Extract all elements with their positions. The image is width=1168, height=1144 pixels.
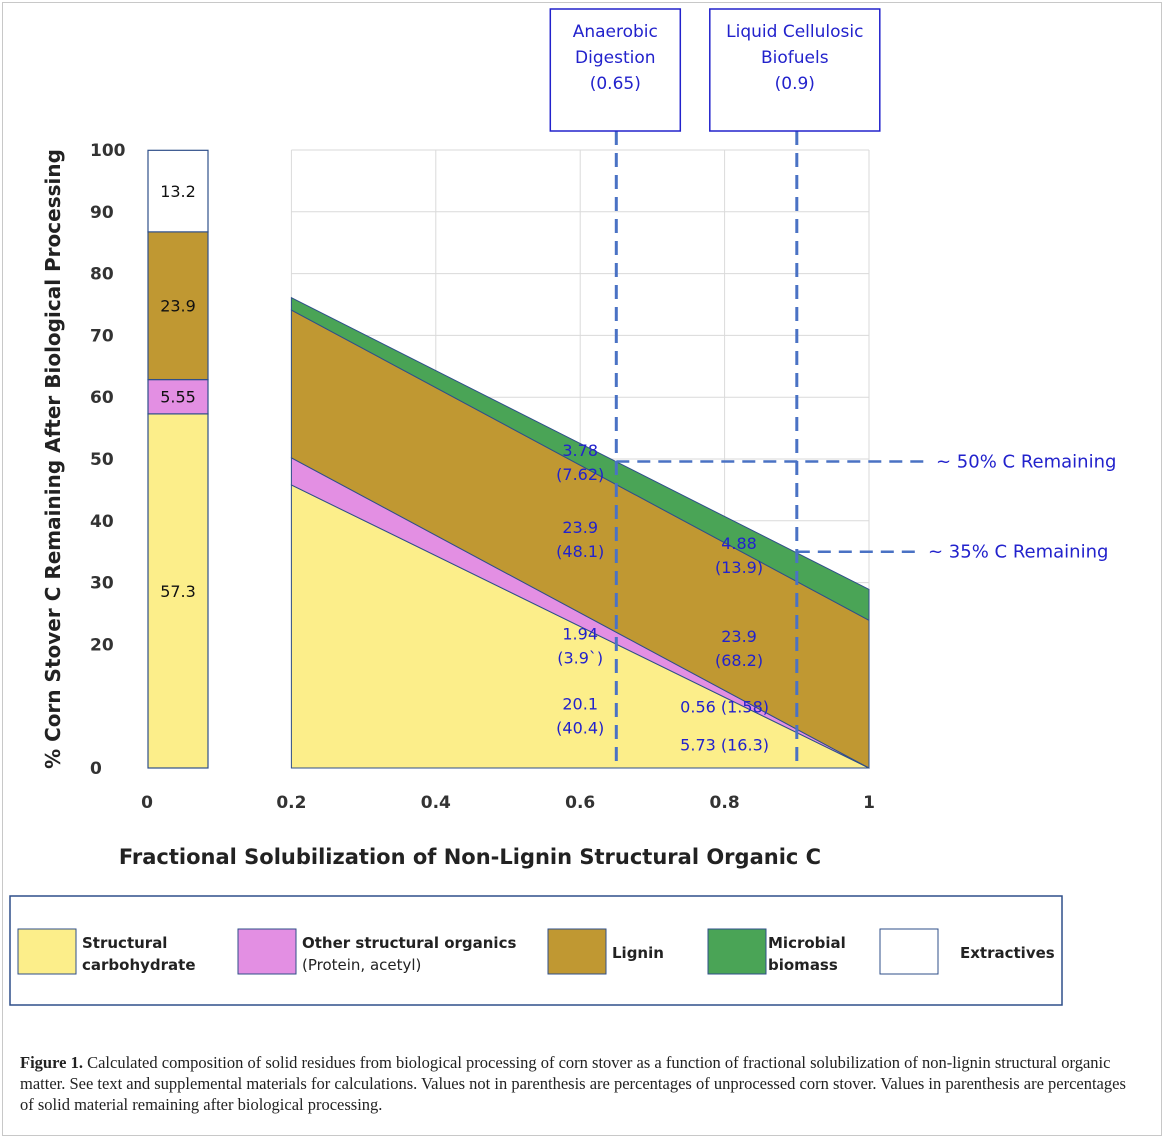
value-annotation: (3.9`) [557,648,603,667]
x-tick-label: 0.8 [710,793,740,813]
legend-swatch-extractives [879,928,939,975]
legend-swatch-structural-carbohydrate [17,928,77,975]
value-annotation: 0.56 (1.58) [680,697,769,716]
legend-label: Extractives [960,944,1055,962]
remaining-label: ~ 35% C Remaining [928,542,1108,563]
process-label-text: Liquid Cellulosic [726,22,863,42]
y-tick-label: 90 [90,203,114,223]
chart: 57.3 5.55 23.9 13.2 0 20 30 40 50 60 70 80 90 100 0 0.2… [9,8,1116,1006]
caption-label: Figure 1. [20,1053,83,1072]
value-annotation: 23.9 [721,627,757,646]
bar-segment-extractives [147,149,209,233]
bar-segment-label: 5.55 [160,388,196,407]
process-label-text: Anaerobic [573,22,658,42]
legend-label: Other structural organics [302,934,516,952]
legend-label: Structural [82,934,167,952]
process-label-text: Digestion [575,48,655,68]
value-annotation: 4.88 [721,534,757,553]
value-annotation: (13.9) [715,558,763,577]
y-tick-label: 50 [90,450,114,470]
x-axis-label: Fractional Solubilization of Non-Lignin … [119,845,821,869]
bar-segment-structural-carbohydrate [147,413,209,769]
bar-segment-label: 57.3 [160,582,196,601]
y-tick-label: 100 [90,141,126,161]
legend-label: biomass [768,956,838,974]
x-tick-label: 0.4 [421,793,451,813]
process-label-box [709,8,881,132]
y-axis-label: % Corn Stover C Remaining After Biologic… [41,149,65,769]
y-tick-label: 70 [90,326,114,346]
legend-swatch-microbial [707,928,767,975]
value-annotation: (68.2) [715,651,763,670]
y-tick-label: 60 [90,388,114,408]
x-tick-label: 0.2 [276,793,306,813]
value-annotation: 1.94 [562,624,598,643]
value-annotation: 5.73 (16.3) [680,736,769,755]
value-annotation: 20.1 [562,694,598,713]
legend-label: carbohydrate [82,956,196,974]
legend: Structural carbohydrate Other structural o… [9,895,1063,1006]
y-tick-label: 20 [90,635,114,655]
legend-swatch-lignin [547,928,607,975]
value-annotation: (7.62) [556,465,604,484]
bar-segment-lignin [147,231,209,381]
legend-label: (Protein, acetyl) [302,956,421,974]
value-annotation: 23.9 [562,518,598,537]
bar-segment-label: 13.2 [160,182,196,201]
value-annotation: (40.4) [556,718,604,737]
value-annotation: 3.78 [562,441,598,460]
process-label-text: Biofuels [761,48,829,68]
x-tick-label: 0 [141,793,153,813]
legend-label: Lignin [612,944,664,962]
legend-swatch-other-structural [237,928,297,975]
bar-segment-label: 23.9 [160,297,196,316]
process-label-text: (0.65) [590,74,641,94]
process-label-text: (0.9) [775,74,815,94]
y-tick-label: 0 [90,759,102,779]
x-tick-label: 0.6 [565,793,595,813]
area-microbial [290,296,870,622]
y-tick-label: 80 [90,265,114,285]
legend-label: Microbial [768,934,846,952]
x-tick-label: 1 [863,793,875,813]
y-tick-label: 40 [90,512,114,532]
process-label-box [549,8,682,132]
y-tick-label: 30 [90,574,114,594]
remaining-label: ~ 50% C Remaining [936,451,1116,472]
value-annotation: (48.1) [556,542,604,561]
figure-caption: Figure 1. Calculated composition of soli… [20,1052,1130,1115]
caption-text: Calculated composition of solid residues… [20,1053,1126,1114]
bar-segment-other-structural [147,378,209,415]
